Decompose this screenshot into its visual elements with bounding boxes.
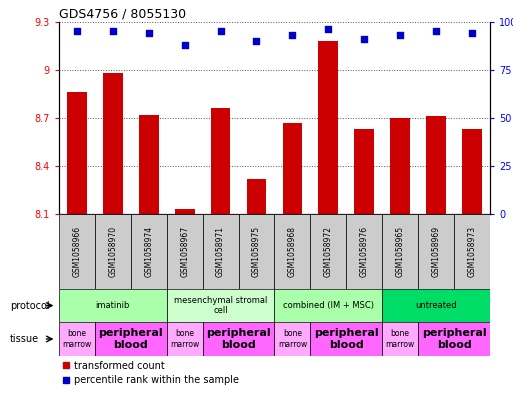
Text: GSM1058965: GSM1058965 — [396, 226, 405, 277]
Bar — [310, 214, 346, 289]
Text: untreated: untreated — [415, 301, 457, 310]
Bar — [418, 322, 490, 356]
Bar — [283, 123, 302, 214]
Text: GSM1058970: GSM1058970 — [108, 226, 117, 277]
Text: GSM1058974: GSM1058974 — [144, 226, 153, 277]
Bar — [426, 116, 446, 214]
Bar — [203, 322, 274, 356]
Text: mesenchymal stromal
cell: mesenchymal stromal cell — [174, 296, 267, 315]
Text: GSM1058966: GSM1058966 — [72, 226, 82, 277]
Bar — [167, 322, 203, 356]
Bar — [454, 214, 490, 289]
Text: combined (IM + MSC): combined (IM + MSC) — [283, 301, 374, 310]
Legend: transformed count, percentile rank within the sample: transformed count, percentile rank withi… — [64, 360, 239, 386]
Bar — [59, 214, 95, 289]
Bar — [167, 289, 274, 322]
Bar — [274, 289, 382, 322]
Point — [468, 30, 476, 36]
Text: GDS4756 / 8055130: GDS4756 / 8055130 — [59, 7, 186, 20]
Text: peripheral
blood: peripheral blood — [98, 328, 163, 350]
Text: peripheral
blood: peripheral blood — [206, 328, 271, 350]
Bar — [95, 322, 167, 356]
Point — [73, 28, 81, 34]
Bar — [167, 214, 203, 289]
Bar — [59, 322, 95, 356]
Bar — [211, 108, 230, 214]
Point — [324, 26, 332, 33]
Bar — [274, 214, 310, 289]
Text: GSM1058973: GSM1058973 — [467, 226, 477, 277]
Bar — [67, 92, 87, 214]
Text: peripheral
blood: peripheral blood — [422, 328, 486, 350]
Bar — [103, 73, 123, 214]
Text: imatinib: imatinib — [95, 301, 130, 310]
Bar — [139, 115, 159, 214]
Point — [181, 42, 189, 48]
Point — [360, 36, 368, 42]
Text: bone
marrow: bone marrow — [62, 329, 92, 349]
Point — [252, 38, 261, 44]
Text: GSM1058976: GSM1058976 — [360, 226, 369, 277]
Bar — [95, 214, 131, 289]
Text: tissue: tissue — [10, 334, 40, 344]
Bar — [310, 322, 382, 356]
Text: GSM1058969: GSM1058969 — [431, 226, 441, 277]
Bar — [239, 214, 274, 289]
Bar — [319, 41, 338, 214]
Bar — [247, 179, 266, 214]
Text: GSM1058967: GSM1058967 — [180, 226, 189, 277]
Text: protocol: protocol — [10, 301, 50, 310]
Text: GSM1058975: GSM1058975 — [252, 226, 261, 277]
Text: GSM1058968: GSM1058968 — [288, 226, 297, 277]
Bar — [175, 209, 194, 214]
Bar — [382, 289, 490, 322]
Bar — [354, 129, 374, 214]
Text: bone
marrow: bone marrow — [170, 329, 200, 349]
Bar — [203, 214, 239, 289]
Bar — [382, 214, 418, 289]
Text: GSM1058971: GSM1058971 — [216, 226, 225, 277]
Text: peripheral
blood: peripheral blood — [314, 328, 379, 350]
Point — [396, 32, 404, 38]
Point — [216, 28, 225, 34]
Point — [145, 30, 153, 36]
Text: bone
marrow: bone marrow — [385, 329, 415, 349]
Point — [432, 28, 440, 34]
Bar — [131, 214, 167, 289]
Bar — [390, 118, 410, 214]
Bar — [382, 322, 418, 356]
Bar — [346, 214, 382, 289]
Point — [288, 32, 297, 38]
Bar — [59, 289, 167, 322]
Text: GSM1058972: GSM1058972 — [324, 226, 333, 277]
Text: bone
marrow: bone marrow — [278, 329, 307, 349]
Bar — [418, 214, 454, 289]
Bar — [274, 322, 310, 356]
Bar — [462, 129, 482, 214]
Point — [109, 28, 117, 34]
